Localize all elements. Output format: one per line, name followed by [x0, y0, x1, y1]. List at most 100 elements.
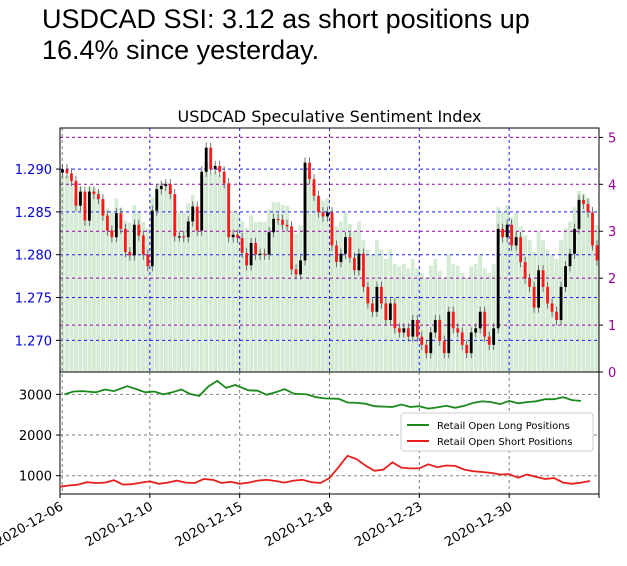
candle-body	[186, 221, 190, 238]
candle-body	[164, 184, 168, 186]
legend-label: Retail Open Short Positions	[437, 437, 572, 448]
candle-body	[209, 147, 213, 170]
ssi-bar	[217, 175, 222, 373]
count-tick-label: 2000	[19, 429, 52, 444]
candle-body	[537, 270, 540, 308]
candle-body	[370, 303, 374, 312]
candle-body	[487, 336, 491, 345]
ssi-bar	[321, 200, 325, 373]
candle-body	[285, 224, 289, 227]
candle-body	[92, 191, 96, 195]
candle-body	[146, 254, 150, 267]
candle-body	[384, 303, 388, 321]
candle-body	[344, 237, 347, 254]
candle-body	[97, 194, 100, 200]
candle-body	[357, 253, 361, 271]
candle-body	[74, 180, 78, 206]
candle-body	[402, 328, 406, 333]
ssi-bar	[83, 202, 87, 373]
ssi-tick-label: 0	[608, 366, 616, 381]
candle-body	[586, 204, 590, 213]
candle-body	[128, 252, 132, 256]
candle-body	[456, 328, 460, 333]
candle-body	[200, 171, 204, 231]
chart-title: USDCAD Speculative Sentiment Index	[177, 107, 481, 126]
candle-body	[79, 191, 82, 206]
candle-body	[451, 311, 455, 329]
candle-body	[492, 328, 496, 345]
ssi-bar	[208, 173, 213, 373]
ssi-bar	[545, 249, 550, 373]
ssi-bar	[69, 180, 74, 373]
candle-body	[375, 286, 379, 312]
candle-body	[61, 169, 64, 173]
ssi-bar	[487, 273, 491, 373]
candle-body	[564, 266, 567, 287]
candle-body	[393, 303, 397, 329]
candle-body	[195, 206, 199, 231]
ssi-bar	[491, 263, 496, 373]
legend-box	[400, 412, 594, 452]
date-tick-label: 2020-12-18	[263, 499, 336, 550]
candle-body	[321, 212, 325, 217]
price-tick-label: 1.275	[15, 292, 52, 307]
ssi-bar	[325, 198, 330, 373]
candle-body	[532, 286, 536, 308]
candle-body	[272, 218, 275, 233]
ssi-bar	[541, 240, 545, 373]
series-line	[59, 454, 591, 488]
ssi-bar	[366, 249, 370, 373]
candle-body	[550, 303, 554, 312]
candle-body	[218, 165, 222, 172]
candle-body	[155, 189, 159, 211]
candle-body	[397, 328, 401, 333]
candle-body	[182, 236, 186, 238]
ssi-bar	[379, 249, 384, 373]
candle-body	[424, 344, 428, 354]
date-tick-label: 2020-12-30	[442, 499, 515, 550]
date-tick-label: 2020-12-06	[0, 499, 66, 550]
candle-body	[465, 344, 469, 354]
ssi-bar	[312, 188, 316, 373]
candle-body	[388, 303, 392, 321]
ssi-bar	[568, 221, 572, 373]
candle-body	[469, 332, 473, 354]
ssi-bar	[74, 194, 78, 373]
ssi-bar	[339, 221, 343, 373]
count-tick-label: 3000	[19, 388, 52, 403]
candle-body	[245, 252, 249, 266]
candle-body	[213, 165, 217, 170]
price-tick-label: 1.290	[15, 163, 52, 178]
candle-body	[150, 210, 154, 267]
candle-body	[546, 286, 549, 304]
candle-body	[88, 191, 91, 221]
candle-body	[335, 245, 338, 263]
candle-body	[294, 269, 298, 275]
candle-body	[406, 328, 410, 337]
candle-body	[595, 245, 599, 261]
ssi-bar	[276, 202, 280, 373]
candle-body	[362, 253, 365, 287]
candle-body	[366, 286, 370, 304]
candle-body	[222, 171, 226, 184]
candle-body	[137, 224, 141, 236]
candles	[61, 142, 599, 359]
ssi-bar	[455, 266, 460, 373]
candle-body	[254, 242, 258, 255]
candle-body	[267, 232, 271, 255]
price-tick-label: 1.280	[15, 249, 52, 264]
ssi-bar	[581, 193, 586, 373]
candle-body	[110, 230, 114, 238]
candle-body	[483, 311, 487, 337]
candle-body	[249, 242, 253, 266]
candle-body	[263, 253, 266, 255]
candle-body	[159, 185, 163, 190]
ssi-tick-label: 2	[608, 272, 616, 287]
candle-body	[303, 162, 307, 261]
candle-body	[105, 215, 109, 231]
candle-body	[339, 253, 343, 263]
ssi-bar	[357, 221, 361, 373]
candle-body	[330, 212, 334, 246]
candle-body	[114, 213, 118, 238]
date-tick-label: 2020-12-10	[83, 499, 156, 550]
